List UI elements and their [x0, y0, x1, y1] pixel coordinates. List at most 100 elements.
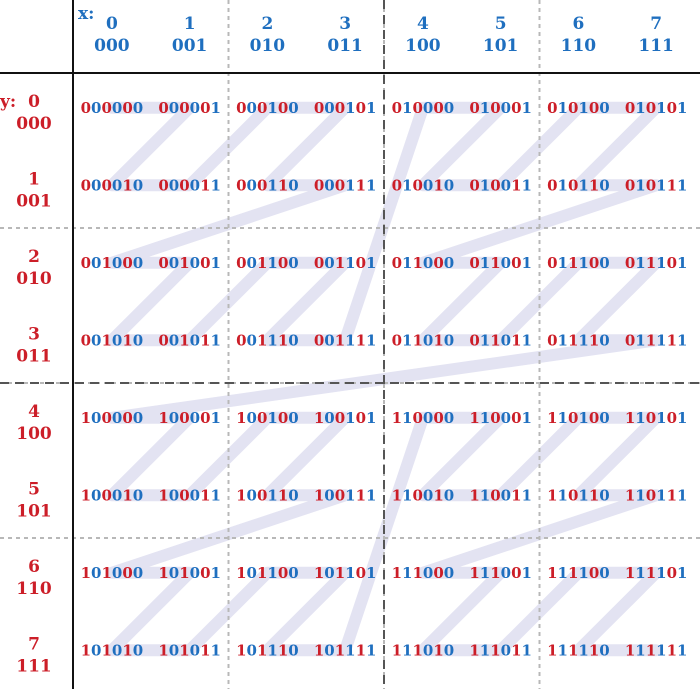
- cell-code: 011000: [392, 254, 455, 272]
- row-index: 3: [28, 324, 40, 344]
- cell-code: 000101: [314, 99, 377, 117]
- row-binary: 110: [16, 579, 52, 599]
- row-binary: 001: [16, 191, 52, 211]
- cell-code: 000010: [81, 176, 144, 194]
- cell-code: 001110: [236, 331, 299, 349]
- cell-codes: 000000 000001 000100 000101 010000 010001 0101…: [81, 99, 688, 660]
- cell-code: 001101: [314, 254, 377, 272]
- row-index: 1: [28, 169, 40, 189]
- cell-code: 111100: [547, 564, 610, 582]
- row-binary: 100: [16, 424, 52, 444]
- row-binary: 000: [16, 114, 52, 134]
- column-index: 2: [261, 14, 273, 34]
- cell-code: 011001: [469, 254, 532, 272]
- cell-code: 111011: [469, 641, 532, 659]
- row-index: 2: [28, 247, 40, 267]
- cell-code: 010001: [469, 99, 532, 117]
- column-index: 4: [417, 14, 429, 34]
- cell-code: 111010: [392, 641, 455, 659]
- cell-code: 110100: [547, 409, 610, 427]
- cell-code: 100100: [236, 409, 299, 427]
- column-index: 7: [650, 14, 662, 34]
- cell-code: 100011: [158, 486, 221, 504]
- cell-code: 000110: [236, 176, 299, 194]
- cell-code: 000011: [158, 176, 221, 194]
- cell-code: 000001: [158, 99, 221, 117]
- x-axis-label: x:: [78, 4, 94, 24]
- cell-code: 111111: [625, 641, 688, 659]
- column-binary: 001: [172, 36, 208, 56]
- cell-code: 100000: [81, 409, 144, 427]
- cell-code: 010100: [547, 99, 610, 117]
- row-index: 4: [28, 402, 40, 422]
- column-index: 6: [572, 14, 584, 34]
- cell-code: 001010: [81, 331, 144, 349]
- cell-code: 011100: [547, 254, 610, 272]
- cell-code: 010000: [392, 99, 455, 117]
- cell-code: 000000: [81, 99, 144, 117]
- axis-headers: x: y: 0000100120103011410051016110711100…: [0, 4, 674, 676]
- cell-code: 001100: [236, 254, 299, 272]
- cell-code: 111000: [392, 564, 455, 582]
- cell-code: 101011: [158, 641, 221, 659]
- column-binary: 110: [561, 36, 597, 56]
- cell-code: 101001: [158, 564, 221, 582]
- column-index: 0: [106, 14, 118, 34]
- row-index: 5: [28, 479, 40, 499]
- column-binary: 011: [327, 36, 363, 56]
- column-binary: 111: [638, 36, 674, 56]
- cell-code: 110111: [625, 486, 688, 504]
- cell-code: 111001: [469, 564, 532, 582]
- cell-code: 110110: [547, 486, 610, 504]
- cell-code: 110011: [469, 486, 532, 504]
- cell-code: 000100: [236, 99, 299, 117]
- cell-code: 110001: [469, 409, 532, 427]
- cell-code: 011011: [469, 331, 532, 349]
- cell-code: 010111: [625, 176, 688, 194]
- cell-code: 010011: [469, 176, 532, 194]
- cell-code: 010010: [392, 176, 455, 194]
- cell-code: 110010: [392, 486, 455, 504]
- column-binary: 101: [483, 36, 519, 56]
- cell-code: 100111: [314, 486, 377, 504]
- column-index: 1: [184, 14, 196, 34]
- cell-code: 011101: [625, 254, 688, 272]
- cell-code: 110101: [625, 409, 688, 427]
- cell-code: 101101: [314, 564, 377, 582]
- cell-code: 101010: [81, 641, 144, 659]
- cell-code: 100101: [314, 409, 377, 427]
- cell-code: 011010: [392, 331, 455, 349]
- row-index: 6: [28, 557, 40, 577]
- row-binary: 011: [16, 346, 52, 366]
- cell-code: 100110: [236, 486, 299, 504]
- cell-code: 101110: [236, 641, 299, 659]
- row-index: 0: [28, 92, 40, 112]
- cell-code: 001001: [158, 254, 221, 272]
- column-index: 5: [495, 14, 507, 34]
- column-binary: 000: [94, 36, 130, 56]
- cell-code: 101100: [236, 564, 299, 582]
- cell-code: 100001: [158, 409, 221, 427]
- cell-code: 010101: [625, 99, 688, 117]
- column-index: 3: [339, 14, 351, 34]
- cell-code: 001000: [81, 254, 144, 272]
- column-binary: 100: [405, 36, 441, 56]
- cell-code: 000111: [314, 176, 377, 194]
- row-binary: 010: [16, 269, 52, 289]
- cell-code: 010110: [547, 176, 610, 194]
- cell-code: 100010: [81, 486, 144, 504]
- cell-code: 111110: [547, 641, 610, 659]
- cell-code: 001111: [314, 331, 377, 349]
- row-index: 7: [28, 634, 40, 654]
- cell-code: 101111: [314, 641, 377, 659]
- cell-code: 001011: [158, 331, 221, 349]
- y-axis-label: y:: [0, 92, 16, 112]
- cell-code: 011110: [547, 331, 610, 349]
- cell-code: 110000: [392, 409, 455, 427]
- cell-code: 111101: [625, 564, 688, 582]
- cell-code: 101000: [81, 564, 144, 582]
- column-binary: 010: [250, 36, 286, 56]
- row-binary: 111: [16, 656, 52, 676]
